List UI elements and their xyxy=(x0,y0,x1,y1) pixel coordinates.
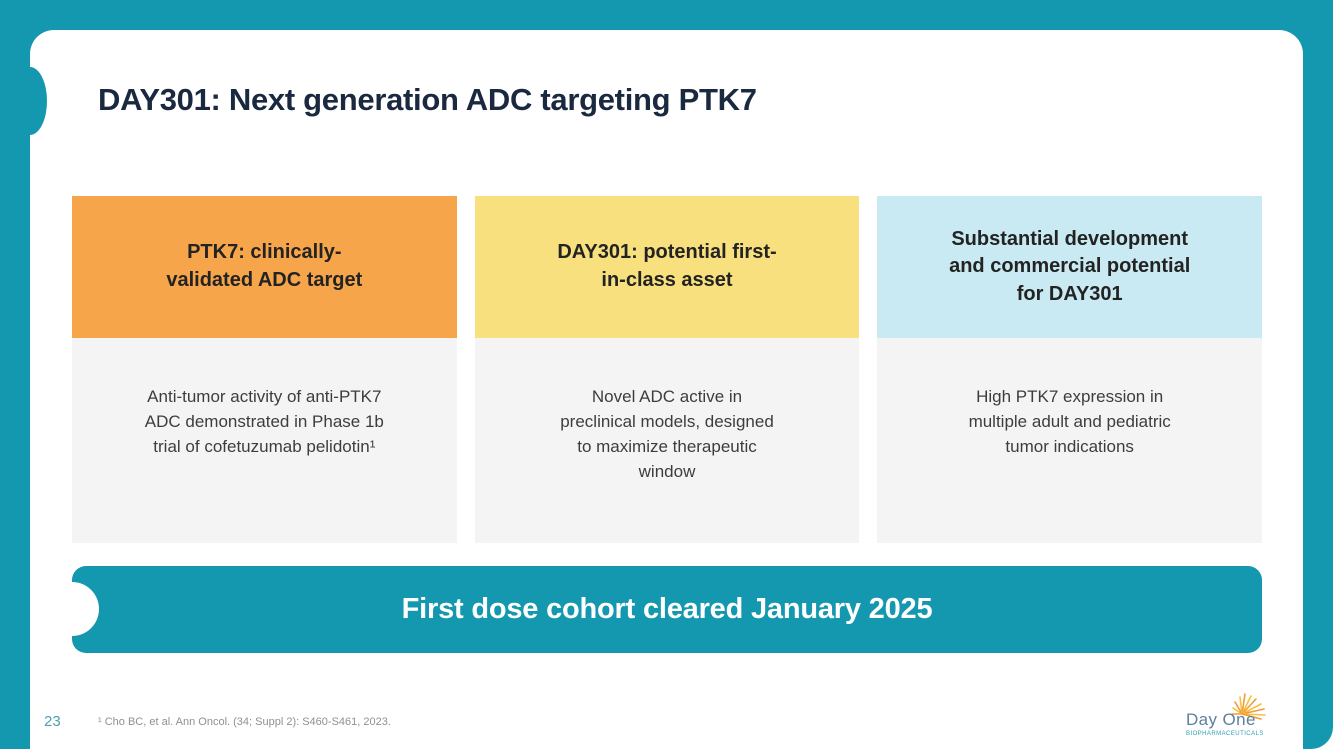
card-commercial-potential: Substantial development and commercial p… xyxy=(877,196,1263,543)
key-points-row: PTK7: clinically- validated ADC target A… xyxy=(72,196,1263,543)
card-body-commercial: High PTK7 expression in multiple adult a… xyxy=(877,338,1263,543)
banner-notch-decoration xyxy=(45,582,99,636)
page-number: 23 xyxy=(44,713,61,730)
dayone-logo: Day One BIOPHARMACEUTICALS xyxy=(1182,690,1282,746)
card-body-ptk7: Anti-tumor activity of anti-PTK7 ADC dem… xyxy=(72,338,457,543)
logo-subtext: BIOPHARMACEUTICALS xyxy=(1186,731,1264,737)
highlight-banner: First dose cohort cleared January 2025 xyxy=(45,566,1262,653)
card-header-commercial: Substantial development and commercial p… xyxy=(877,196,1263,338)
logo-wordmark: Day One xyxy=(1186,710,1256,729)
card-body-day301: Novel ADC active in preclinical models, … xyxy=(474,338,860,543)
card-header-ptk7: PTK7: clinically- validated ADC target xyxy=(72,196,457,338)
sunburst-icon xyxy=(1231,693,1266,720)
footnote: ¹ Cho BC, et al. Ann Oncol. (34; Suppl 2… xyxy=(98,716,391,728)
left-notch-decoration xyxy=(30,67,47,135)
card-ptk7-target: PTK7: clinically- validated ADC target A… xyxy=(72,196,457,543)
card-day301-first-in-class: DAY301: potential first- in-class asset … xyxy=(474,196,860,543)
card-header-day301: DAY301: potential first- in-class asset xyxy=(474,196,860,338)
slide-content-surface: DAY301: Next generation ADC targeting PT… xyxy=(30,30,1303,749)
slide-title: DAY301: Next generation ADC targeting PT… xyxy=(98,82,757,117)
banner-text: First dose cohort cleared January 2025 xyxy=(401,593,933,625)
